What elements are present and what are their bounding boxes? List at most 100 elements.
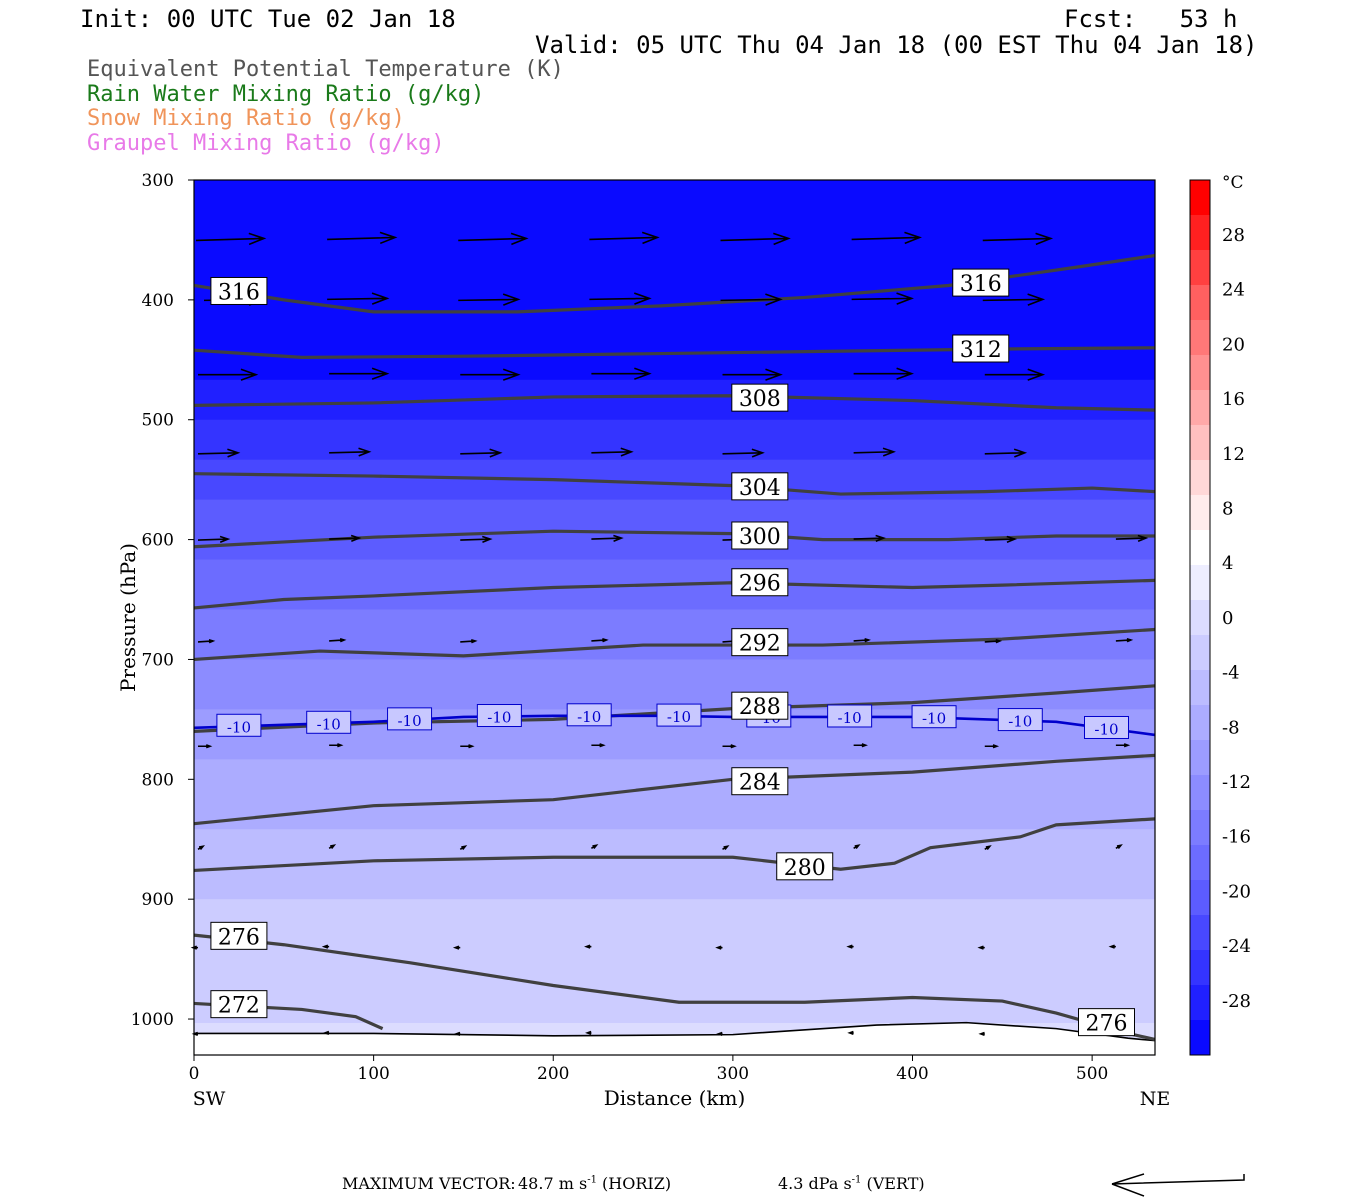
colorbar-cell bbox=[1190, 810, 1210, 846]
colorbar-tick-label: 28 bbox=[1222, 225, 1245, 246]
temperature-band bbox=[194, 789, 1155, 800]
legend-entry: Rain Water Mixing Ratio (g/kg) bbox=[87, 81, 485, 107]
isotherm-label: -10 bbox=[317, 715, 341, 733]
wind-vector bbox=[984, 744, 1000, 749]
temperature-band bbox=[194, 769, 1155, 780]
temperature-band bbox=[194, 959, 1155, 976]
wind-vector bbox=[460, 448, 503, 458]
colorbar-tick-label: -16 bbox=[1222, 827, 1251, 848]
wind-vector bbox=[327, 231, 398, 245]
colorbar-tick-label: 12 bbox=[1222, 444, 1245, 465]
wind-vector bbox=[720, 293, 783, 306]
wind-vector bbox=[459, 845, 468, 851]
x-tick-label: 0 bbox=[189, 1064, 200, 1084]
temperature-band bbox=[194, 899, 1155, 910]
wind-vector bbox=[584, 944, 592, 949]
wind-vector bbox=[984, 535, 1018, 543]
colorbar-cell bbox=[1190, 530, 1210, 566]
temperature-band bbox=[194, 839, 1155, 850]
temperature-band bbox=[194, 419, 1155, 431]
temperature-band bbox=[194, 889, 1155, 900]
wind-vector bbox=[198, 368, 259, 381]
x-tick-label: 400 bbox=[896, 1064, 928, 1084]
wind-vector bbox=[1115, 638, 1134, 643]
theta-e-label-box bbox=[731, 521, 789, 550]
temperature-band bbox=[194, 669, 1155, 681]
wind-vector bbox=[329, 743, 344, 748]
wind-vector bbox=[1115, 743, 1131, 748]
temperature-band bbox=[194, 909, 1155, 920]
wind-vector bbox=[585, 1030, 592, 1036]
temperature-band bbox=[194, 180, 1155, 201]
isotherm-label: -10 bbox=[1094, 720, 1118, 738]
temperature-band bbox=[194, 369, 1155, 381]
forecast-hour: Fcst: 53 h bbox=[1064, 5, 1238, 33]
colorbar-frame bbox=[1189, 179, 1211, 1056]
isotherm-label: -10 bbox=[577, 708, 601, 726]
colorbar-cell bbox=[1190, 635, 1210, 671]
theta-e-contour-280 bbox=[193, 817, 1156, 873]
wind-vector bbox=[722, 845, 730, 851]
colorbar-cell bbox=[1190, 250, 1210, 286]
theta-e-label-box bbox=[210, 276, 268, 305]
theta-e-label-box bbox=[731, 767, 789, 796]
temperature-band bbox=[194, 919, 1155, 930]
temperature-band bbox=[194, 359, 1155, 371]
isotherm-label: -10 bbox=[667, 708, 691, 726]
wind-vector bbox=[591, 743, 606, 748]
temperature-band bbox=[194, 991, 1155, 1008]
temperature-band bbox=[194, 239, 1155, 261]
colorbar-cell bbox=[1190, 915, 1210, 951]
theta-e-label-box bbox=[731, 628, 789, 657]
wind-vector bbox=[329, 447, 372, 457]
wind-vector bbox=[853, 447, 896, 457]
colorbar-cell bbox=[1190, 320, 1210, 356]
plot-frame bbox=[193, 179, 1156, 1056]
colorbar-cell bbox=[1190, 845, 1210, 881]
colorbar-cell bbox=[1190, 390, 1210, 426]
wind-vector bbox=[853, 534, 886, 542]
temperature-band bbox=[194, 459, 1155, 471]
wind-vector bbox=[589, 231, 660, 245]
wind-vector bbox=[197, 448, 241, 458]
colorbar-cell bbox=[1190, 460, 1210, 496]
y-tick-label: 700 bbox=[142, 650, 174, 670]
wind-vector bbox=[591, 638, 609, 643]
colorbar-unit: °C bbox=[1222, 173, 1244, 193]
theta-e-contour-316 bbox=[193, 253, 1156, 314]
wind-vector bbox=[327, 292, 390, 305]
wind-vector bbox=[458, 293, 521, 306]
temperature-band bbox=[194, 559, 1155, 571]
theta-e-label: 316 bbox=[218, 280, 260, 305]
isotherm-label: -10 bbox=[397, 712, 421, 730]
wind-vector bbox=[853, 844, 861, 850]
wind-vector bbox=[978, 1031, 985, 1037]
x-tick-label: 300 bbox=[717, 1064, 749, 1084]
colorbar-cell bbox=[1190, 670, 1210, 706]
temperature-band bbox=[194, 689, 1155, 701]
theta-e-contour-292 bbox=[193, 627, 1156, 662]
theta-e-label-box bbox=[731, 691, 789, 720]
temperature-band bbox=[194, 939, 1155, 950]
horiz-exponent: -1 bbox=[587, 1174, 597, 1186]
temperature-band bbox=[194, 799, 1155, 810]
temperature-band bbox=[194, 619, 1155, 631]
colorbar-cell bbox=[1190, 495, 1210, 531]
isotherm-label: -10 bbox=[227, 718, 251, 736]
temperature-band bbox=[194, 339, 1155, 351]
temperature-band bbox=[194, 539, 1155, 551]
colorbar-tick-label: -8 bbox=[1222, 717, 1240, 738]
wind-vector bbox=[851, 292, 914, 305]
wind-vector bbox=[846, 944, 854, 949]
wind-vector bbox=[195, 232, 267, 246]
colorbar-cell bbox=[1190, 985, 1210, 1021]
temperature-band bbox=[194, 199, 1155, 221]
theta-e-label: 280 bbox=[784, 856, 826, 881]
temperature-band bbox=[194, 1007, 1155, 1024]
vert-unit: (VERT) bbox=[866, 1174, 925, 1193]
isotherm-label: -10 bbox=[922, 710, 946, 728]
temperature-band bbox=[194, 729, 1155, 740]
colorbar-cell bbox=[1190, 285, 1210, 321]
temperature-band bbox=[194, 589, 1155, 601]
temperature-band bbox=[194, 399, 1155, 411]
